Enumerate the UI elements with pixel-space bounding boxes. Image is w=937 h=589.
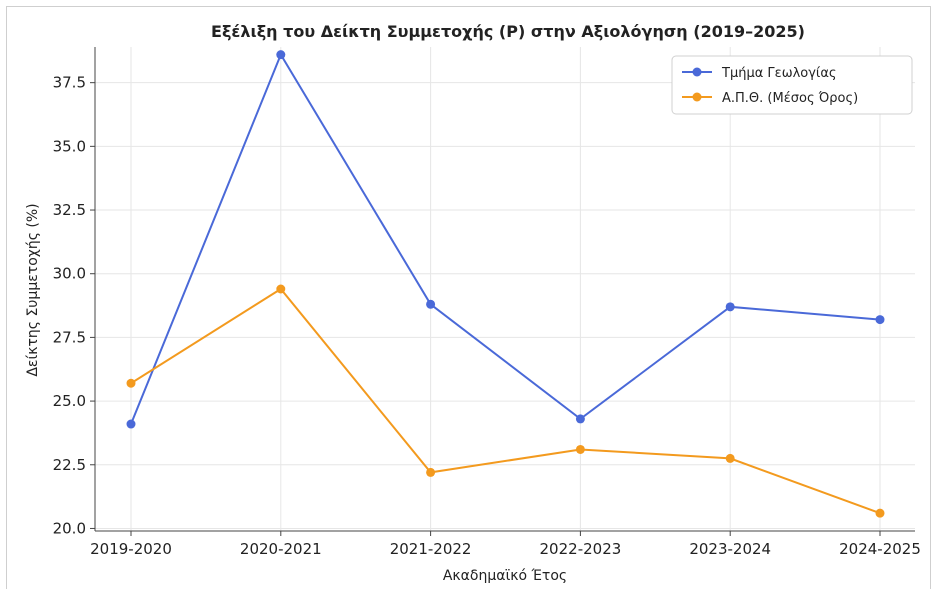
data-point — [725, 302, 735, 312]
x-axis-title: Ακαδημαϊκό Έτος — [443, 568, 567, 584]
y-tick-label: 37.5 — [53, 74, 86, 92]
legend-box — [671, 55, 913, 115]
chart-frame — [6, 6, 931, 589]
legend-marker — [692, 67, 702, 77]
data-point — [875, 315, 885, 325]
legend-label: Α.Π.Θ. (Μέσος Όρος) — [722, 91, 858, 106]
data-point — [426, 299, 436, 309]
data-point — [575, 414, 585, 424]
y-tick-label: 35.0 — [53, 137, 86, 155]
data-point — [276, 284, 286, 294]
data-point — [875, 508, 885, 518]
chart-title: Εξέλιξη του Δείκτη Συμμετοχής (P) στην Α… — [211, 22, 805, 41]
y-axis-title: Δείκτης Συμμετοχής (%) — [25, 203, 41, 376]
x-tick-label: 2023-2024 — [689, 540, 771, 558]
y-tick-label: 30.0 — [53, 265, 86, 283]
y-tick-label: 32.5 — [53, 201, 86, 219]
y-tick-label: 27.5 — [53, 328, 86, 346]
data-point — [126, 378, 136, 388]
x-tick-label: 2024-2025 — [839, 540, 921, 558]
series-line-2 — [130, 287, 881, 515]
grid — [95, 47, 915, 531]
x-tick-label: 2019-2020 — [90, 540, 172, 558]
legend: Τμήμα Γεωλογίας Α.Π.Θ. (Μέσος Όρος) — [671, 55, 913, 115]
x-tick-label: 2022-2023 — [540, 540, 622, 558]
y-tick-label: 25.0 — [53, 392, 86, 410]
y-tick-label: 22.5 — [53, 456, 86, 474]
series-line-1 — [130, 52, 881, 425]
series-layer — [126, 50, 885, 518]
axes: 2019-2020 2020-2021 2021-2022 2022-2023 2023… — [53, 47, 921, 558]
x-tick-label: 2021-2022 — [390, 540, 472, 558]
data-point — [426, 467, 436, 477]
data-point — [725, 453, 735, 463]
x-tick-label: 2020-2021 — [240, 540, 322, 558]
data-point — [276, 50, 286, 60]
legend-label: Τμήμα Γεωλογίας — [721, 66, 837, 81]
y-tick-label: 20.0 — [53, 519, 86, 537]
data-point — [126, 419, 136, 429]
data-point — [575, 444, 585, 454]
legend-marker — [692, 92, 702, 102]
